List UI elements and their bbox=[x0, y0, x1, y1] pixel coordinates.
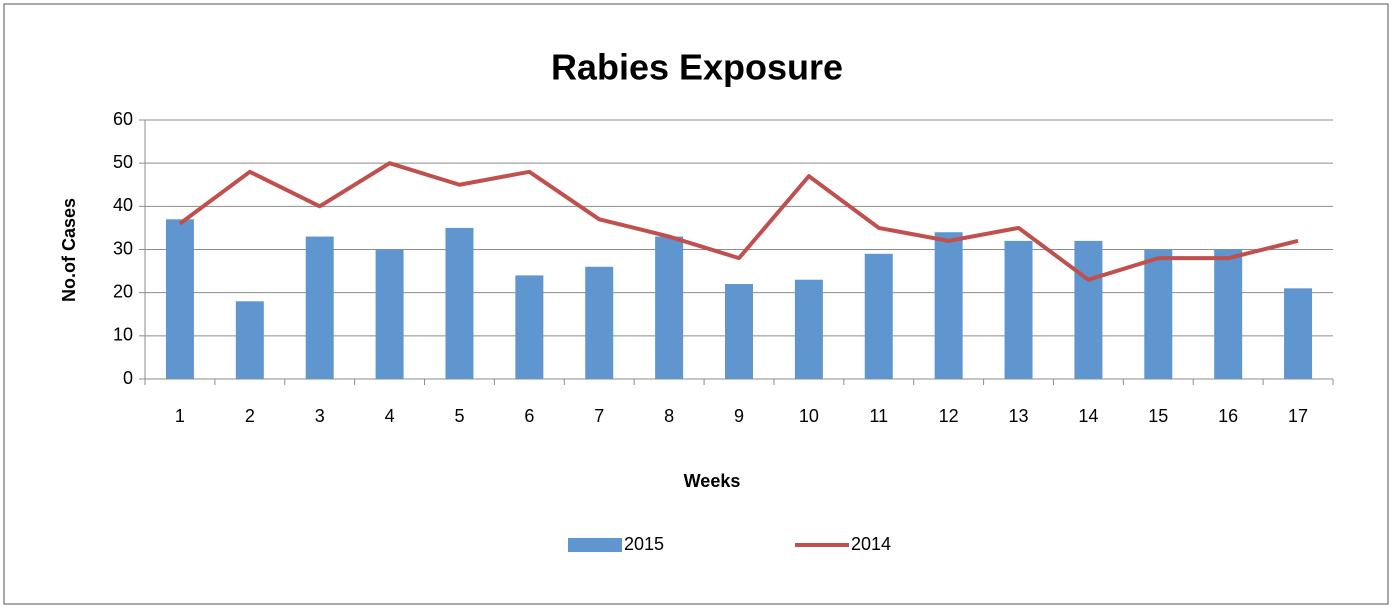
x-tick-label: 2 bbox=[245, 406, 255, 426]
y-tick-label: 40 bbox=[113, 195, 133, 215]
y-tick-label: 50 bbox=[113, 152, 133, 172]
y-tick-label: 60 bbox=[113, 109, 133, 129]
y-tick-label: 0 bbox=[123, 368, 133, 388]
x-tick-label: 8 bbox=[664, 406, 674, 426]
bar bbox=[585, 266, 614, 379]
bar bbox=[934, 232, 963, 379]
y-tick-label: 10 bbox=[113, 325, 133, 345]
x-tick-label: 11 bbox=[869, 406, 888, 426]
bar bbox=[794, 279, 823, 379]
x-tick-label: 13 bbox=[1009, 406, 1029, 426]
chart-frame bbox=[3, 3, 1389, 605]
bar bbox=[1214, 249, 1243, 379]
x-tick-label: 9 bbox=[734, 406, 744, 426]
bar bbox=[655, 236, 684, 379]
bar bbox=[1074, 240, 1103, 379]
x-tick-label: 15 bbox=[1148, 406, 1168, 426]
legend-swatch bbox=[568, 538, 622, 552]
bar bbox=[235, 301, 264, 379]
x-tick-label: 7 bbox=[594, 406, 604, 426]
x-tick-label: 6 bbox=[524, 406, 534, 426]
bar bbox=[1144, 249, 1173, 379]
x-tick-label: 16 bbox=[1218, 406, 1238, 426]
y-tick-label: 30 bbox=[113, 238, 133, 258]
bar bbox=[1284, 288, 1313, 379]
bar bbox=[165, 219, 194, 379]
x-tick-label: 17 bbox=[1288, 406, 1308, 426]
bar bbox=[864, 253, 893, 379]
x-tick-label: 14 bbox=[1078, 406, 1098, 426]
x-tick-label: 3 bbox=[315, 406, 325, 426]
y-tick-label: 20 bbox=[113, 281, 133, 301]
x-tick-label: 5 bbox=[454, 406, 464, 426]
x-tick-label: 4 bbox=[385, 406, 395, 426]
bar bbox=[305, 236, 334, 379]
bar bbox=[515, 275, 544, 379]
x-tick-label: 1 bbox=[175, 406, 185, 426]
bar bbox=[445, 227, 474, 379]
line bbox=[178, 161, 1299, 282]
legend-label: 2014 bbox=[851, 534, 891, 554]
bar bbox=[1004, 240, 1033, 379]
x-axis-label: Weeks bbox=[684, 471, 741, 491]
chart-title: Rabies Exposure bbox=[551, 47, 843, 88]
legend-label: 2015 bbox=[624, 534, 664, 554]
x-tick-label: 12 bbox=[939, 406, 959, 426]
bar bbox=[375, 249, 404, 379]
bar bbox=[725, 284, 753, 379]
x-tick-label: 10 bbox=[799, 406, 819, 426]
y-axis-label: No.of Cases bbox=[59, 198, 79, 302]
